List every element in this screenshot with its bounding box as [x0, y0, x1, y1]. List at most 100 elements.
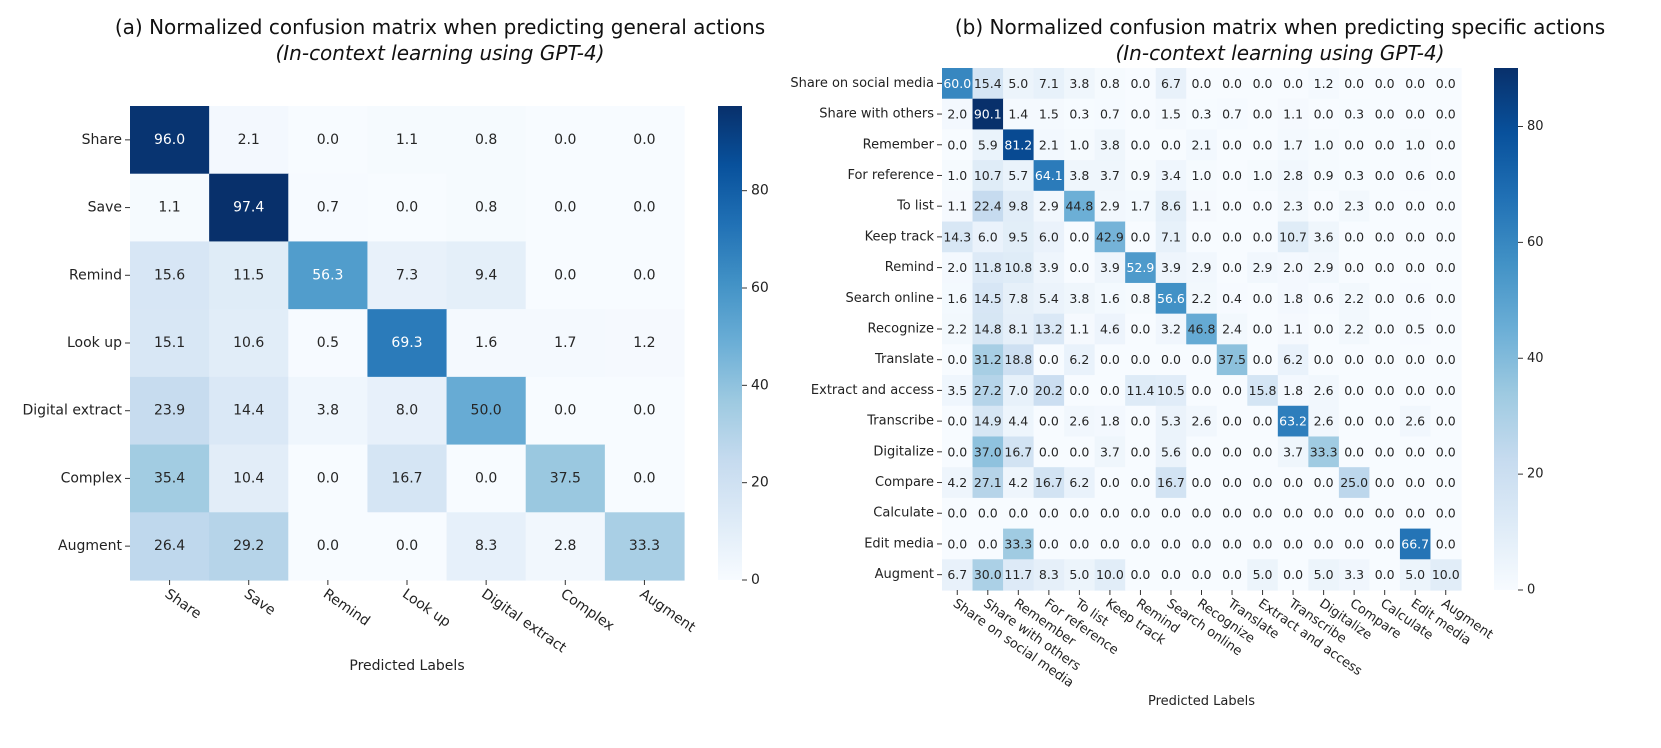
- cell-value-label: 0.0: [1253, 291, 1273, 306]
- cell-value-label: 0.0: [1375, 107, 1395, 122]
- heatmap-cell: [1247, 559, 1279, 591]
- x-tick-label: Digital extract: [478, 586, 569, 656]
- cell-value-label: 7.3: [396, 267, 418, 283]
- heatmap-cell: [1338, 313, 1371, 345]
- heatmap-cell: [1369, 344, 1401, 376]
- heatmap-cell: [209, 241, 289, 310]
- cell-value-label: 15.4: [974, 76, 1002, 91]
- cell-value-label: 0.0: [1375, 414, 1395, 429]
- heatmap-cell: [525, 512, 606, 581]
- heatmap-cell: [1399, 559, 1432, 591]
- heatmap-cell: [446, 376, 527, 446]
- cell-value-label: 5.0: [1314, 567, 1334, 582]
- cell-value-label: 1.5: [1161, 107, 1181, 122]
- cell-value-label: 0.0: [1253, 137, 1273, 152]
- heatmap-cell: [446, 309, 527, 378]
- cell-value-label: 0.0: [1436, 199, 1456, 214]
- cell-value-label: 0.5: [317, 335, 339, 351]
- cell-value-label: 0.0: [1344, 444, 1364, 459]
- cell-value-label: 0.0: [1253, 444, 1273, 459]
- heatmap-cell: [1338, 98, 1371, 131]
- heatmap-cell: [1338, 252, 1371, 284]
- heatmap-cell: [942, 559, 974, 591]
- cell-value-label: 0.0: [1283, 475, 1303, 490]
- cell-value-label: 0.0: [1222, 229, 1242, 244]
- cell-value-label: 2.6: [1069, 414, 1089, 429]
- heatmap-cell: [1216, 98, 1248, 131]
- heatmap-cell: [1033, 405, 1065, 438]
- cell-value-label: 10.7: [974, 168, 1002, 183]
- cell-value-label: 0.0: [1375, 291, 1395, 306]
- heatmap-cell: [1155, 559, 1187, 591]
- heatmap-cell: [1186, 436, 1218, 468]
- heatmap-cell: [130, 106, 210, 175]
- heatmap-cell: [1033, 528, 1065, 560]
- cell-value-label: 0.0: [1253, 506, 1273, 521]
- heatmap-cell: [1399, 129, 1432, 161]
- heatmap-cell: [367, 376, 448, 446]
- cell-value-label: 14.3: [943, 229, 971, 244]
- heatmap-cell: [1247, 467, 1279, 499]
- cell-value-label: 0.0: [633, 470, 655, 486]
- cell-value-label: 0.0: [1375, 260, 1395, 275]
- heatmap-cell: [1399, 467, 1432, 499]
- cell-value-label: 0.6: [1314, 291, 1334, 306]
- cell-value-label: 5.6: [1161, 444, 1181, 459]
- cell-value-label: 37.5: [550, 470, 581, 486]
- cell-value-label: 33.3: [1004, 536, 1032, 551]
- cell-value-label: 0.8: [1100, 76, 1120, 91]
- cell-value-label: 37.5: [1218, 352, 1246, 367]
- heatmap-cell: [209, 106, 289, 175]
- cell-value-label: 0.0: [1436, 76, 1456, 91]
- heatmap-cell: [1277, 282, 1309, 315]
- cell-value-label: 0.0: [1375, 536, 1395, 551]
- heatmap-cell: [972, 405, 1004, 438]
- cell-value-label: 0.0: [1222, 76, 1242, 91]
- cell-value-label: 0.0: [1314, 536, 1334, 551]
- heatmap-cell: [1155, 375, 1187, 407]
- heatmap-cell: [942, 405, 974, 438]
- cell-value-label: 3.9: [1161, 260, 1181, 275]
- cell-value-label: 10.0: [1096, 567, 1124, 582]
- cell-value-label: 1.1: [1192, 199, 1212, 214]
- heatmap-cell: [1003, 129, 1035, 161]
- heatmap-cell: [1247, 405, 1279, 438]
- heatmap-cell: [1064, 497, 1096, 530]
- cell-value-label: 0.0: [1405, 76, 1425, 91]
- cell-value-label: 0.8: [1130, 291, 1150, 306]
- heatmap-cell: [1216, 160, 1248, 192]
- heatmap-cell: [1277, 528, 1309, 560]
- cell-value-label: 2.6: [1314, 383, 1334, 398]
- heatmap-cell: [972, 190, 1004, 223]
- heatmap-cell: [942, 313, 974, 345]
- cell-value-label: 0.0: [1314, 475, 1334, 490]
- heatmap-cell: [1003, 98, 1035, 131]
- heatmap-cell: [1338, 68, 1371, 100]
- cell-value-label: 0.0: [1100, 475, 1120, 490]
- heatmap-cell: [1155, 528, 1187, 560]
- cell-value-label: 0.0: [1375, 322, 1395, 337]
- heatmap-cell: [1186, 221, 1218, 253]
- cell-value-label: 0.0: [1344, 260, 1364, 275]
- cell-value-label: 0.0: [1130, 444, 1150, 459]
- cell-value-label: 60.0: [943, 76, 971, 91]
- heatmap-cell: [942, 252, 974, 284]
- cell-value-label: 9.4: [475, 267, 497, 283]
- heatmap-cell: [942, 190, 974, 223]
- heatmap-cell: [1094, 528, 1126, 560]
- heatmap-cell: [1125, 344, 1157, 376]
- colorbar-tick-label: 20: [751, 475, 769, 491]
- cell-value-label: 0.0: [1161, 536, 1181, 551]
- cell-value-label: 37.0: [974, 444, 1002, 459]
- cell-value-label: 14.4: [233, 403, 264, 419]
- cell-value-label: 31.2: [974, 352, 1002, 367]
- heatmap-cell: [1338, 190, 1371, 223]
- heatmap-cell: [1003, 559, 1035, 591]
- heatmap-cell: [1247, 344, 1279, 376]
- heatmap-cell: [1003, 467, 1035, 499]
- heatmap-cell: [1308, 559, 1340, 591]
- heatmap-cell: [1033, 344, 1065, 376]
- cell-value-label: 5.7: [1008, 168, 1028, 183]
- cell-value-label: 0.0: [1039, 444, 1059, 459]
- y-tick-label: Digital extract: [22, 403, 122, 419]
